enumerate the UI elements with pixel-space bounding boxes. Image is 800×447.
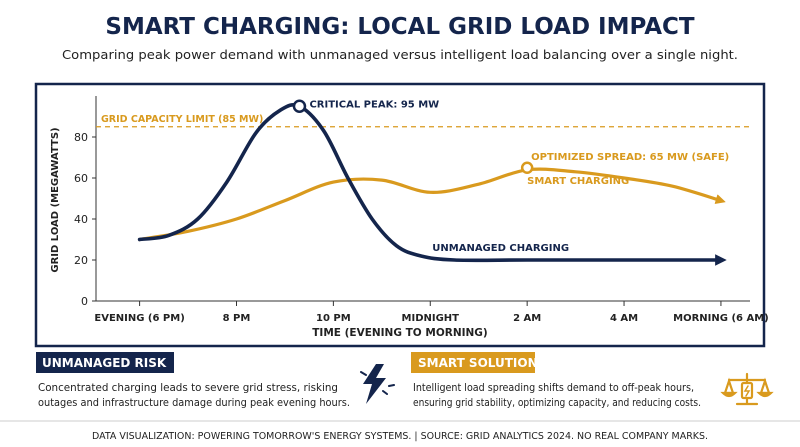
capacity-limit-label: GRID CAPACITY LIMIT (85 MW) bbox=[101, 114, 263, 125]
series-line-smart-charging bbox=[138, 167, 726, 242]
x-axis-label: TIME (EVENING TO MORNING) bbox=[312, 327, 487, 339]
x-tick-label: 2 AM bbox=[513, 313, 541, 324]
unmanaged-risk-text-line-2: outages and infrastructure damage during… bbox=[38, 397, 350, 409]
x-tick-label: MIDNIGHT bbox=[402, 313, 460, 324]
x-tick-label: 8 PM bbox=[223, 313, 251, 324]
balance-scale-battery-icon bbox=[720, 372, 774, 406]
optimized-spread-label: OPTIMIZED SPREAD: 65 MW (SAFE) bbox=[531, 152, 729, 163]
smart-solution-text-line-1: Intelligent load spreading shifts demand… bbox=[413, 382, 694, 394]
lightning-bolt-icon bbox=[360, 364, 395, 404]
footer-text: DATA VISUALIZATION: POWERING TOMORROW'S … bbox=[92, 431, 708, 442]
page-title: SMART CHARGING: LOCAL GRID LOAD IMPACT bbox=[105, 14, 695, 40]
unmanaged-risk-heading-bg bbox=[36, 352, 174, 373]
series-label-smart-charging: SMART CHARGING bbox=[527, 176, 629, 187]
smart-solution-heading: SMART SOLUTION bbox=[418, 356, 538, 370]
critical-peak-label: CRITICAL PEAK: 95 MW bbox=[309, 99, 439, 110]
y-tick-label: 40 bbox=[74, 213, 88, 226]
x-tick-label: MORNING (6 AM) bbox=[673, 313, 769, 324]
critical-peak-marker bbox=[292, 99, 307, 113]
x-ticks: EVENING (6 PM) 8 PM 10 PM MIDNIGHT 2 AM 4 AM M… bbox=[94, 301, 769, 324]
x-tick-label: EVENING (6 PM) bbox=[94, 313, 184, 324]
smart-solution-heading-bg bbox=[411, 352, 535, 373]
x-tick-label: 4 AM bbox=[610, 313, 638, 324]
series-label-unmanaged-charging: UNMANAGED CHARGING bbox=[432, 243, 569, 254]
y-tick-label: 80 bbox=[74, 131, 88, 144]
optimized-spread-marker bbox=[520, 161, 534, 174]
unmanaged-risk-text-line-1: Concentrated charging leads to severe gr… bbox=[38, 382, 338, 394]
smart-solution-text-line-2: ensuring grid stability, optimizing capa… bbox=[413, 397, 701, 409]
y-axis-label: GRID LOAD (MEGAWATTS) bbox=[50, 127, 61, 272]
y-tick-label: 20 bbox=[74, 254, 88, 267]
series-line-unmanaged-charging bbox=[137, 103, 727, 266]
page-subtitle: Comparing peak power demand with unmanag… bbox=[62, 47, 738, 62]
y-tick-label: 60 bbox=[74, 172, 88, 185]
chart-frame bbox=[34, 82, 766, 348]
y-tick-label: 0 bbox=[81, 295, 88, 308]
x-tick-label: 10 PM bbox=[316, 313, 351, 324]
unmanaged-risk-heading: UNMANAGED RISK bbox=[42, 356, 167, 370]
y-ticks: 0 20 40 60 80 bbox=[74, 131, 96, 308]
